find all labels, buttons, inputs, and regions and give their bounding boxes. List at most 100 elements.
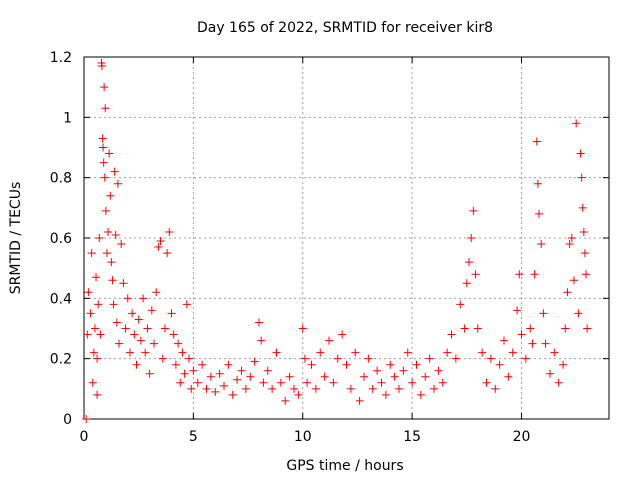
data-point [537, 240, 546, 249]
data-point [228, 390, 237, 399]
data-point [128, 309, 137, 318]
data-point [139, 294, 148, 303]
data-point [178, 348, 187, 357]
data-point [92, 273, 101, 282]
data-point [325, 336, 333, 345]
data-point [276, 378, 285, 387]
data-point [491, 384, 500, 393]
data-point [495, 360, 504, 369]
data-point [570, 276, 578, 285]
data-point [150, 339, 158, 348]
data-point [257, 336, 266, 345]
data-point [98, 134, 107, 143]
data-point [430, 384, 438, 393]
data-point [355, 396, 364, 405]
data-point [582, 270, 591, 279]
data-point [576, 149, 585, 158]
data-point [416, 390, 425, 399]
data-point [84, 288, 93, 297]
data-point [206, 372, 215, 381]
chart-title: Day 165 of 2022, SRMTID for receiver kir… [197, 20, 493, 36]
data-point [246, 372, 255, 381]
data-point [434, 366, 443, 375]
y-tick-label: 0.8 [50, 171, 72, 187]
data-point [373, 366, 382, 375]
data-point [255, 318, 263, 327]
data-point [342, 360, 351, 369]
data-point [145, 369, 154, 378]
data-point [395, 384, 403, 393]
data-point [517, 330, 526, 339]
y-tick-label: 0.4 [50, 291, 72, 307]
data-point [165, 227, 174, 236]
data-point [443, 348, 452, 357]
data-point [320, 372, 329, 381]
data-point [460, 324, 469, 333]
data-point [579, 227, 588, 236]
data-point [117, 240, 126, 249]
data-point [102, 249, 111, 258]
data-point [561, 324, 570, 333]
data-point [158, 354, 167, 363]
data-point [105, 149, 114, 158]
data-point [180, 369, 189, 378]
data-point [185, 354, 193, 363]
data-point [412, 360, 421, 369]
data-point [311, 384, 320, 393]
data-point [482, 378, 491, 387]
data-point [101, 206, 110, 215]
data-point [515, 270, 524, 279]
data-point [465, 258, 473, 267]
data-point [504, 372, 513, 381]
data-point [333, 354, 342, 363]
data-point [259, 378, 268, 387]
data-point [294, 390, 303, 399]
data-point [541, 339, 550, 348]
data-point [141, 348, 150, 357]
data-point [438, 378, 447, 387]
data-point [471, 270, 480, 279]
data-point [263, 366, 272, 375]
data-point [329, 378, 338, 387]
data-point [572, 119, 581, 128]
data-point [368, 384, 377, 393]
data-point [109, 300, 118, 309]
data-point [360, 372, 368, 381]
data-point [82, 415, 91, 423]
data-point [447, 330, 456, 339]
data-point [115, 339, 123, 348]
y-tick-label: 0.6 [50, 231, 72, 247]
x-axis-label: GPS time / hours [286, 458, 403, 474]
data-point [99, 158, 108, 167]
data-point [530, 270, 539, 279]
data-point [160, 324, 169, 333]
data-point [303, 378, 312, 387]
data-point [101, 104, 110, 113]
y-tick-label: 1.2 [50, 50, 72, 66]
data-point [147, 306, 156, 315]
data-point [307, 360, 316, 369]
data-point [143, 324, 152, 333]
data-point [136, 336, 145, 345]
data-point [167, 309, 176, 318]
data-point [134, 315, 143, 324]
data-point [338, 330, 347, 339]
data-point [211, 387, 220, 396]
data-point [174, 339, 183, 348]
x-tick-label: 15 [403, 429, 421, 445]
data-point [187, 384, 196, 393]
data-point [268, 384, 277, 393]
data-point [93, 390, 102, 399]
data-point [224, 360, 233, 369]
data-point [121, 324, 130, 333]
data-point [156, 237, 165, 246]
data-point [108, 276, 117, 285]
data-point [580, 249, 589, 258]
data-point [237, 366, 246, 375]
data-point [171, 360, 180, 369]
data-point [559, 360, 568, 369]
data-point [583, 324, 592, 333]
data-point [88, 378, 97, 387]
data-point [528, 339, 537, 348]
